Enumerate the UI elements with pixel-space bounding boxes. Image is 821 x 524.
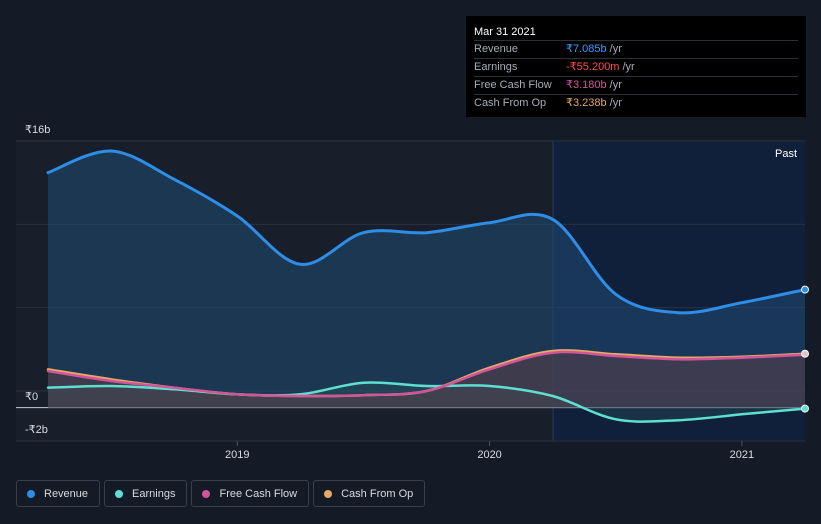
tooltip-unit: /yr: [609, 79, 622, 91]
x-axis-ticks: 2019 2020 2021: [225, 441, 754, 461]
legend-label: Earnings: [132, 487, 176, 500]
series-line-free-cash-flow: [46, 350, 807, 398]
legend: Revenue Earnings Free Cash Flow Cash Fro…: [16, 480, 426, 507]
series-area-cash-from-op: [48, 350, 805, 408]
past-label: Past: [775, 148, 797, 160]
x-tick-label: 2020: [477, 449, 501, 461]
x-tick-label: 2021: [730, 449, 754, 461]
legend-item-cash-from-op[interactable]: Cash From Op: [313, 480, 426, 507]
legend-dot-icon: [27, 489, 35, 498]
tooltip-unit: /yr: [609, 43, 622, 55]
series-area-free-cash-flow: [48, 352, 805, 408]
tooltip-row-free-cash-flow: Free Cash Flow ₹3.180b /yr: [474, 76, 798, 94]
legend-item-revenue[interactable]: Revenue: [16, 480, 101, 507]
y-tick-label: ₹16b: [25, 124, 50, 136]
tooltip-unit: /yr: [622, 61, 635, 73]
legend-item-free-cash-flow[interactable]: Free Cash Flow: [191, 480, 310, 507]
tooltip-label: Cash From Op: [474, 97, 547, 109]
series-endpoints: [801, 285, 809, 413]
series-lines: [46, 149, 807, 423]
series-line-revenue: [46, 149, 807, 315]
legend-label: Free Cash Flow: [219, 487, 298, 500]
tooltip-label: Earnings: [474, 61, 518, 73]
legend-dot-icon: [324, 489, 333, 498]
series-area-revenue: [48, 150, 805, 408]
tooltip-value: -₹55.200m: [566, 61, 620, 73]
endpoint-revenue: [801, 285, 809, 294]
tooltip-value: ₹3.180b: [566, 79, 607, 91]
series-areas: [48, 150, 805, 422]
tooltip-row-earnings: Earnings -₹55.200m /yr: [474, 58, 798, 76]
tooltip-label: Revenue: [474, 43, 519, 55]
series-area-earnings: [48, 382, 805, 422]
tooltip-row-revenue: Revenue ₹7.085b /yr: [474, 40, 798, 58]
y-tick-label: -₹2b: [25, 424, 48, 436]
y-axis-ticks: ₹16b ₹0 -₹2b: [25, 124, 50, 436]
legend-label: Revenue: [44, 487, 89, 500]
chart-canvas: ₹16b ₹0 -₹2b 2019 2020 2021 Past: [16, 124, 809, 461]
legend-label: Cash From Op: [341, 487, 414, 500]
endpoint-earnings: [801, 404, 809, 413]
tooltip-value: ₹7.085b: [566, 43, 607, 55]
tooltip-row-cash-from-op: Cash From Op ₹3.238b /yr: [474, 94, 798, 112]
legend-dot-icon: [115, 489, 124, 498]
x-tick-label: 2019: [225, 449, 249, 461]
legend-item-earnings[interactable]: Earnings: [104, 480, 188, 507]
y-tick-label: ₹0: [25, 391, 38, 403]
endpoint-cash-from-op: [801, 349, 809, 358]
tooltip-value: ₹3.238b: [566, 97, 607, 109]
tooltip-date: Mar 31 2021: [474, 26, 536, 38]
tooltip-label: Free Cash Flow: [474, 79, 552, 91]
tooltip: Mar 31 2021 Revenue ₹7.085b /yr Earnings…: [466, 16, 806, 117]
legend-dot-icon: [202, 489, 211, 498]
tooltip-unit: /yr: [609, 97, 622, 109]
series-line-earnings: [46, 381, 807, 423]
